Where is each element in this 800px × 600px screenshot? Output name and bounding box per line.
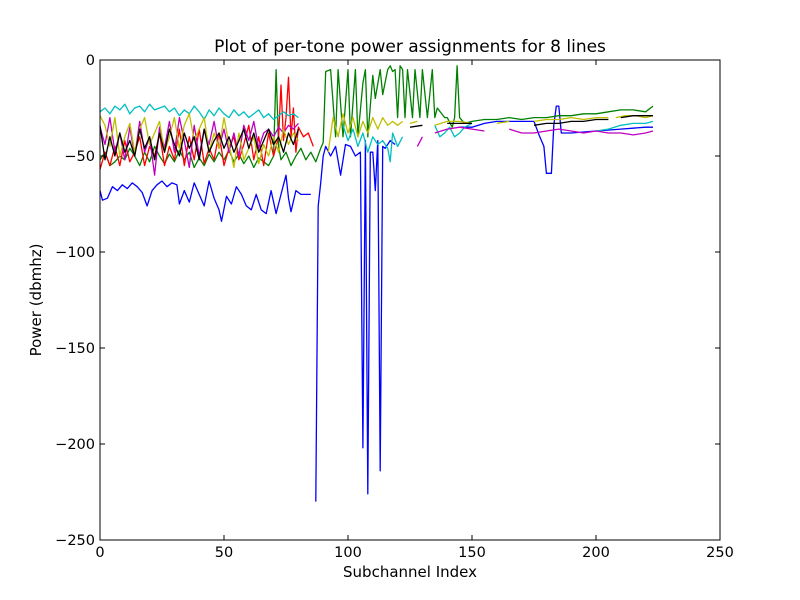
series-layer (99, 65, 654, 502)
x-tick-label: 100 (334, 545, 362, 561)
y-tick-label: −250 (55, 533, 95, 549)
x-axis-label: Subchannel Index (343, 563, 477, 581)
y-tick-label: −200 (55, 437, 95, 453)
x-tick-label: 50 (215, 545, 233, 561)
series-line-3 (99, 76, 314, 170)
x-tick-label: 150 (458, 545, 486, 561)
x-tick-label: 200 (582, 545, 610, 561)
y-tick-label: 0 (86, 53, 95, 69)
x-tick-label: 0 (95, 545, 104, 561)
tick-layer: 0 50 100 150 200 250 0 −50 −100 −150 −200 −250 (55, 53, 734, 561)
plot-frame (99, 59, 721, 541)
plot-area: 0 50 100 150 200 250 0 −50 −100 −150 −200 −250 (55, 53, 734, 561)
series-line-4 (99, 103, 654, 163)
y-tick-label: −50 (64, 149, 95, 165)
y-axis-label: Power (dbmhz) (27, 244, 45, 357)
x-tick-label: 250 (706, 545, 734, 561)
y-tick-label: −150 (55, 341, 95, 357)
series-line-6 (99, 113, 654, 169)
chart-title: Plot of per-tone power assignments for 8… (214, 37, 606, 57)
series-line-7 (99, 115, 653, 161)
y-tick-label: −100 (55, 245, 95, 261)
